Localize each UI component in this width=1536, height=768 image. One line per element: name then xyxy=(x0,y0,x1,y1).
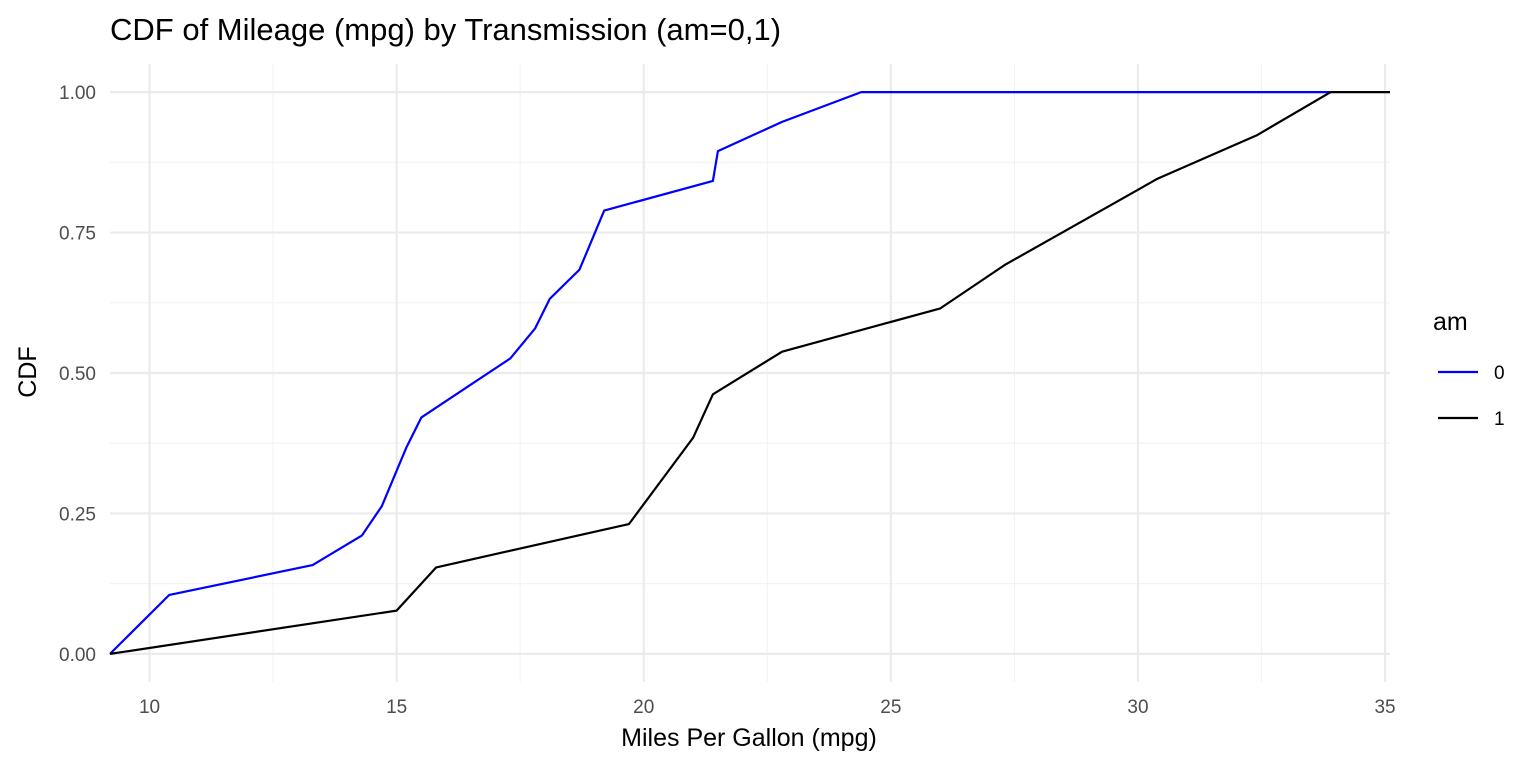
y-tick-label: 0.50 xyxy=(59,364,96,385)
x-axis-ticks: 10 15 20 25 30 35 xyxy=(139,697,1396,718)
series-line-am-0 xyxy=(109,90,1331,655)
x-tick-label: 30 xyxy=(1127,697,1148,718)
x-tick-label: 15 xyxy=(386,697,407,718)
x-tick-label: 10 xyxy=(139,697,160,718)
y-tick-label: 0.25 xyxy=(59,504,96,525)
major-gridlines xyxy=(110,64,1390,682)
y-tick-label: 0.75 xyxy=(59,224,96,245)
chart-title: CDF of Mileage (mpg) by Transmission (am… xyxy=(110,12,781,47)
x-tick-label: 20 xyxy=(633,697,654,718)
legend: am 0 1 xyxy=(1433,308,1505,430)
y-axis-title: CDF xyxy=(14,346,42,397)
x-tick-label: 25 xyxy=(880,697,901,718)
y-tick-label: 1.00 xyxy=(59,83,96,104)
series-line-am-1 xyxy=(109,90,1390,655)
legend-label-0: 0 xyxy=(1494,363,1505,384)
legend-label-1: 1 xyxy=(1494,409,1505,430)
legend-title: am xyxy=(1433,308,1468,336)
y-axis-ticks: 0.00 0.25 0.50 0.75 1.00 xyxy=(59,83,96,666)
y-tick-label: 0.00 xyxy=(59,645,96,666)
x-axis-title: Miles Per Gallon (mpg) xyxy=(621,724,877,752)
series-layer xyxy=(109,90,1390,655)
x-tick-label: 35 xyxy=(1374,697,1395,718)
